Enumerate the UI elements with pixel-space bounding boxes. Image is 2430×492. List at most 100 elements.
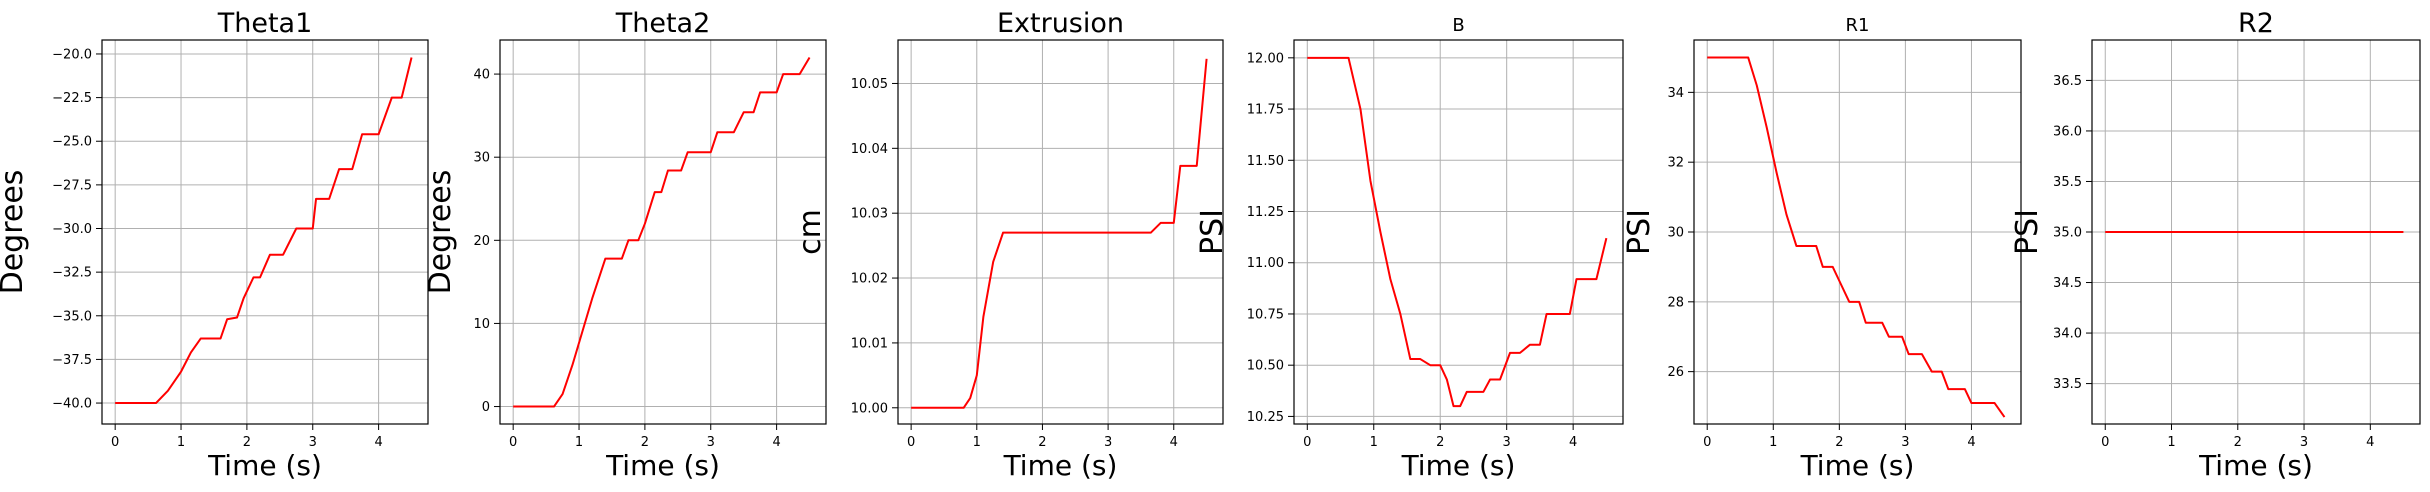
chart-panel-4: 0 1 2 3 4 10.25 10.50 10.75 11.00 11.25 11.50 11.75…: [1195, 15, 1624, 482]
y-tick-label: 10.04: [851, 142, 888, 157]
plot-area: [500, 40, 826, 424]
x-axis-label: Time (s): [605, 449, 720, 482]
y-axis-label: PSI: [1195, 209, 1230, 255]
chart-title: Theta2: [615, 8, 711, 39]
series-line: [1307, 56, 1608, 408]
chart-panel-3: 0 1 2 3 4 10.00 10.01 10.02 10.03 10.04 10.05 Extru…: [793, 8, 1224, 482]
x-tick-label: 4: [1170, 435, 1178, 450]
x-tick-label: 2: [1436, 435, 1444, 450]
y-tick-label: 26: [1667, 365, 1684, 380]
y-tick-label: 34.5: [2053, 276, 2082, 291]
x-tick-label: 1: [177, 435, 185, 450]
y-tick-label: −20.0: [52, 47, 92, 62]
x-tick-label: 4: [1569, 435, 1577, 450]
y-tick-label: 10.05: [851, 77, 888, 92]
y-tick-label: 11.75: [1247, 103, 1284, 118]
y-tick-label: −32.5: [52, 266, 92, 281]
y-tick-label: 11.50: [1247, 154, 1284, 169]
y-tick-label: 10: [473, 317, 490, 332]
x-tick-label: 0: [2101, 435, 2109, 450]
x-tick-label: 3: [1104, 435, 1112, 450]
y-tick-label: 36.5: [2053, 74, 2082, 89]
y-tick-label: 36.0: [2053, 124, 2082, 139]
y-tick-label: 28: [1667, 295, 1684, 310]
x-tick-label: 1: [1769, 435, 1777, 450]
y-tick-label: 34.0: [2053, 327, 2082, 342]
x-tick-label: 2: [641, 435, 649, 450]
y-tick-label: −27.5: [52, 178, 92, 193]
x-tick-label: 2: [1835, 435, 1843, 450]
x-tick-label: 3: [1901, 435, 1909, 450]
axes-frame: [499, 39, 827, 425]
y-tick-label: 10.02: [851, 272, 888, 287]
x-tick-label: 3: [309, 435, 317, 450]
y-tick-label: 10.00: [851, 401, 888, 416]
y-tick-label: 30: [473, 151, 490, 166]
y-axis-label: Degrees: [423, 170, 458, 295]
chart-title: R1: [1846, 15, 1870, 36]
x-tick-label: 1: [575, 435, 583, 450]
x-axis-label: Time (s): [207, 449, 322, 482]
x-tick-label: 2: [1038, 435, 1046, 450]
x-axis-label: Time (s): [1003, 449, 1118, 482]
y-tick-label: −37.5: [52, 353, 92, 368]
y-axis-label: Degrees: [0, 170, 30, 295]
y-tick-label: 10.75: [1247, 307, 1284, 322]
x-tick-label: 3: [707, 435, 715, 450]
x-tick-label: 4: [2366, 435, 2374, 450]
y-tick-label: −25.0: [52, 135, 92, 150]
x-tick-label: 1: [1370, 435, 1378, 450]
x-tick-label: 0: [1303, 435, 1311, 450]
y-tick-label: 30: [1667, 226, 1684, 241]
y-tick-label: 10.25: [1247, 410, 1284, 425]
chart-panel-1: 0 1 2 3 4 −40.0 −37.5 −35.0 −32.5 −30.0 −27.5 −25.0…: [0, 8, 429, 482]
chart-title: B: [1452, 15, 1464, 36]
series-line: [911, 58, 1208, 409]
y-tick-label: 35.0: [2053, 226, 2082, 241]
chart-title: Extrusion: [997, 8, 1124, 39]
x-tick-label: 0: [111, 435, 119, 450]
x-axis-label: Time (s): [1800, 449, 1915, 482]
y-tick-label: 10.01: [851, 336, 888, 351]
x-tick-label: 0: [509, 435, 517, 450]
x-tick-label: 4: [374, 435, 382, 450]
x-tick-label: 2: [243, 435, 251, 450]
series-line: [1707, 56, 2006, 418]
y-axis-label: PSI: [2010, 209, 2045, 255]
y-tick-label: 34: [1667, 86, 1684, 101]
x-axis-label: Time (s): [1401, 449, 1516, 482]
y-tick-label: 11.25: [1247, 205, 1284, 220]
y-axis-label: cm: [793, 209, 828, 255]
y-tick-label: −40.0: [52, 397, 92, 412]
plot-area: [102, 40, 428, 424]
x-tick-label: 4: [772, 435, 780, 450]
series-line: [513, 56, 811, 408]
x-tick-label: 3: [2300, 435, 2308, 450]
axes-frame: [101, 39, 429, 425]
axes-frame: [1293, 39, 1624, 425]
y-tick-label: 12.00: [1247, 51, 1284, 66]
x-tick-label: 0: [1703, 435, 1711, 450]
chart-title: Theta1: [217, 8, 313, 39]
x-tick-label: 4: [1967, 435, 1975, 450]
y-tick-label: 10.03: [851, 207, 888, 222]
y-tick-label: −22.5: [52, 91, 92, 106]
axes-frame: [897, 39, 1224, 425]
y-tick-label: −35.0: [52, 309, 92, 324]
y-tick-label: 32: [1667, 156, 1684, 171]
x-tick-label: 3: [1503, 435, 1511, 450]
chart-title: R2: [2238, 8, 2274, 39]
x-tick-label: 1: [2167, 435, 2175, 450]
y-tick-label: 10.50: [1247, 359, 1284, 374]
series-line: [115, 57, 413, 405]
y-tick-label: 35.5: [2053, 175, 2082, 190]
y-tick-label: 40: [473, 68, 490, 83]
plot-area: [1294, 40, 1623, 424]
y-tick-label: 0: [482, 400, 490, 415]
y-tick-label: −30.0: [52, 222, 92, 237]
x-tick-label: 2: [2234, 435, 2242, 450]
x-tick-label: 0: [907, 435, 915, 450]
